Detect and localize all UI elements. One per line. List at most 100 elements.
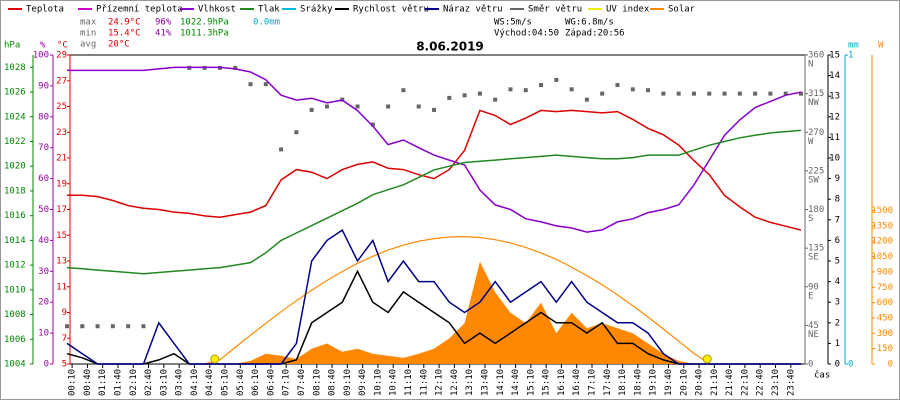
y-tick-label: 11 (829, 133, 840, 143)
y-tick-label: 80 (38, 112, 49, 122)
y-tick-label: 90 (808, 282, 819, 292)
stat-pres: 1011.3hPa (180, 29, 229, 39)
x-tick-label: 14:40 (511, 369, 521, 396)
y-tick-label: 10 (38, 329, 49, 339)
y-tick-label: 1500 (871, 206, 893, 216)
y-tick-label: 9 (62, 308, 67, 318)
compass-label: W (808, 137, 814, 147)
x-tick-label: 18:10 (618, 369, 628, 396)
y-tick-label: 20 (38, 298, 49, 308)
y-tick-label: 0 (44, 360, 49, 370)
x-tick-label: 20:10 (679, 369, 689, 396)
axis-unit: mm (848, 41, 859, 51)
compass-label: N (808, 60, 813, 70)
direction-point (462, 93, 467, 98)
y-tick-label: 1022 (4, 137, 26, 147)
y-tick-label: 1004 (4, 360, 26, 370)
y-tick-label: 180 (808, 205, 824, 215)
direction-point (691, 91, 696, 96)
x-tick-label: 08:10 (312, 369, 322, 396)
legend-label: Přízemní teplota (96, 5, 183, 15)
axis-unit: °C (57, 41, 68, 51)
x-tick-label: 05:40 (236, 369, 246, 396)
direction-point (722, 91, 727, 96)
direction-point (386, 104, 391, 109)
direction-point (707, 91, 712, 96)
y-tick-label: 1016 (4, 211, 26, 221)
x-tick-label: 10:10 (373, 369, 383, 396)
y-tick-label: 1018 (4, 186, 26, 196)
y-tick-label: 19 (56, 179, 67, 189)
y-tick-label: 100 (33, 51, 49, 61)
direction-point (141, 324, 146, 329)
direction-point (447, 95, 452, 100)
x-tick-label: 13:40 (480, 369, 490, 396)
direction-point (248, 82, 253, 87)
y-tick-label: 0 (848, 360, 853, 370)
stat-label: avg (80, 40, 96, 50)
y-tick-label: 1050 (871, 252, 893, 262)
x-tick-label: 08:40 (328, 369, 338, 396)
y-tick-label: 27 (56, 76, 67, 86)
y-tick-label: 1024 (4, 112, 26, 122)
x-tick-label: 12:10 (435, 369, 445, 396)
stat-rain: 0.0mm (253, 18, 280, 28)
axis-unit: % (40, 41, 46, 51)
y-tick-label: 5 (835, 257, 840, 267)
direction-point (432, 107, 436, 112)
y-tick-label: 14 (829, 71, 840, 81)
direction-point (263, 82, 268, 87)
direction-point (753, 91, 758, 96)
compass-label: NE (808, 330, 819, 340)
y-tick-label: 6 (835, 236, 840, 246)
wind-speed-info: WS:5m/s (494, 18, 532, 28)
y-tick-label: 12 (829, 112, 840, 122)
legend-label: Srážky (300, 5, 333, 15)
series-line (67, 66, 802, 233)
x-tick-label: 22:10 (740, 369, 750, 396)
x-tick-label: 15:40 (542, 369, 552, 396)
direction-point (584, 97, 589, 102)
direction-point (600, 91, 605, 96)
y-tick-label: 300 (877, 329, 893, 339)
direction-point (401, 88, 406, 93)
x-tick-label: 06:10 (251, 369, 261, 396)
direction-point (294, 130, 299, 135)
sunrise-info: Východ:04:50 (494, 29, 559, 39)
y-tick-label: 1026 (4, 88, 26, 98)
x-tick-label: 07:40 (297, 369, 307, 396)
y-tick-label: 600 (877, 298, 893, 308)
y-tick-label: 1012 (4, 261, 26, 271)
y-tick-label: 4 (835, 277, 840, 287)
compass-label: SW (808, 175, 819, 185)
x-tick-label: 19:40 (664, 369, 674, 396)
y-tick-label: 0 (835, 360, 840, 370)
y-tick-label: 1028 (4, 63, 26, 73)
sunset-info: Západ:20:56 (565, 29, 625, 39)
y-tick-label: 1200 (871, 237, 893, 247)
series-line (66, 129, 802, 275)
y-tick-label: 1 (848, 51, 853, 61)
compass-label: NW (808, 98, 819, 108)
x-tick-label: 20:40 (695, 369, 705, 396)
y-tick-label: 0 (808, 360, 813, 370)
y-tick-label: 25 (56, 102, 67, 112)
x-tick-label: 11:40 (419, 369, 429, 396)
legend-label: Tlak (258, 5, 280, 15)
x-tick-label: 15:10 (526, 369, 536, 396)
y-tick-label: 3 (835, 298, 840, 308)
y-tick-label: 1020 (4, 162, 26, 172)
direction-point (80, 324, 85, 329)
series-line (67, 109, 802, 231)
x-tick-label: 03:40 (175, 369, 185, 396)
direction-point (233, 65, 238, 70)
x-tick-label: 02:10 (129, 369, 139, 396)
y-tick-label: 29 (56, 51, 67, 61)
y-tick-label: 10 (829, 154, 840, 164)
direction-point (126, 324, 131, 329)
direction-point (615, 83, 620, 88)
y-tick-label: 60 (38, 174, 49, 184)
compass-label: SE (808, 253, 819, 263)
legend-label: Solar (668, 5, 696, 15)
